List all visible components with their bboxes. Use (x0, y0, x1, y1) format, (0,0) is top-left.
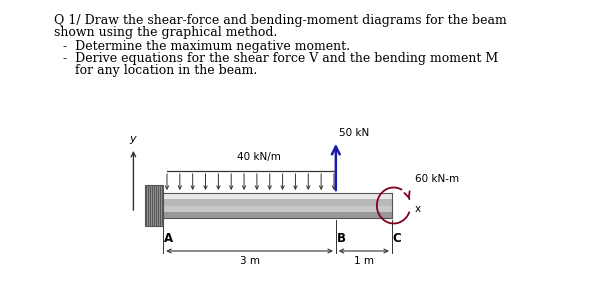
Text: y: y (129, 134, 136, 144)
Text: -  Determine the maximum negative moment.: - Determine the maximum negative moment. (63, 40, 350, 53)
Text: B: B (337, 232, 346, 245)
Text: A: A (164, 232, 173, 245)
Bar (163, 212, 392, 218)
Bar (163, 193, 392, 199)
Text: for any location in the beam.: for any location in the beam. (74, 64, 257, 77)
FancyBboxPatch shape (145, 185, 163, 226)
Text: 50 kN: 50 kN (339, 128, 369, 138)
Text: Q 1/ Draw the shear-force and bending-moment diagrams for the beam: Q 1/ Draw the shear-force and bending-mo… (54, 14, 507, 27)
Text: x: x (415, 203, 421, 214)
Bar (163, 193, 392, 218)
Text: 60 kN-m: 60 kN-m (415, 174, 459, 184)
Text: 1 m: 1 m (354, 256, 374, 266)
Text: C: C (393, 232, 401, 245)
Text: -  Derive equations for the shear force V and the bending moment M: - Derive equations for the shear force V… (63, 52, 499, 65)
Text: shown using the graphical method.: shown using the graphical method. (54, 26, 278, 39)
Text: 3 m: 3 m (239, 256, 259, 266)
Text: 40 kN/m: 40 kN/m (237, 152, 281, 162)
Bar (163, 199, 392, 206)
